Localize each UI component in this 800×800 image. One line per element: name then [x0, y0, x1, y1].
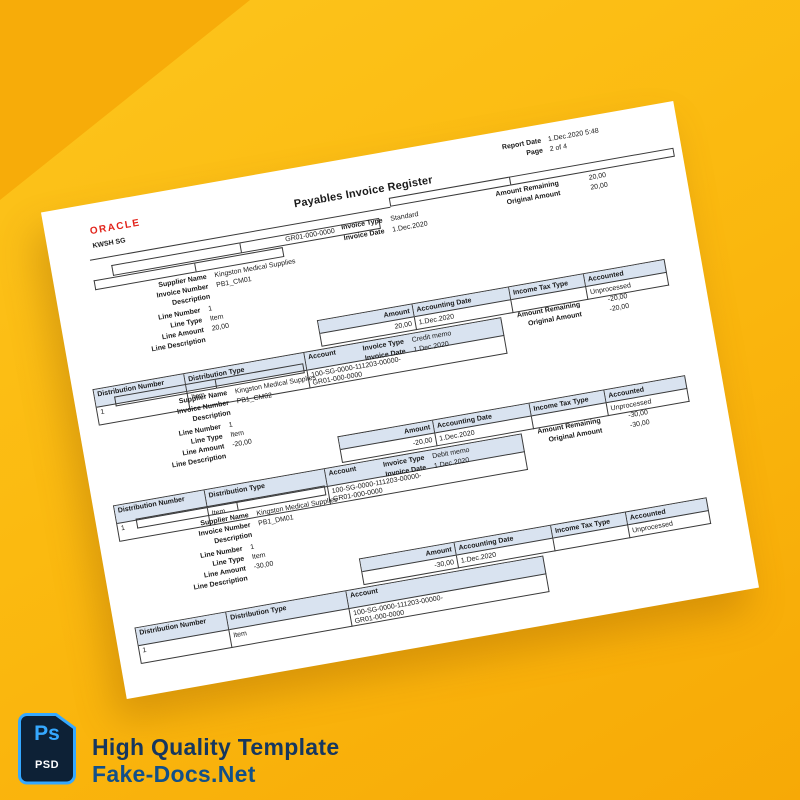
line-amount-value: -30,00 [253, 560, 275, 571]
line-amount-value: -20,00 [231, 438, 253, 449]
background-corner-triangle [0, 0, 250, 200]
caption-line1: High Quality Template [92, 734, 340, 760]
file-shape-icon [18, 713, 76, 785]
line-amount-value: 20,00 [211, 322, 230, 333]
description-value [259, 529, 261, 538]
line-number-value: 1 [228, 421, 234, 430]
caption-line2: Fake-Docs.Net [92, 761, 256, 787]
caption: High Quality Template Fake-Docs.Net [92, 734, 339, 788]
line-number-value: 1 [207, 305, 213, 313]
invoice-block: Supplier Name Kingston Medical Supplies … [56, 188, 688, 426]
line-description-value [233, 451, 235, 460]
description-value [238, 407, 240, 416]
description-value [217, 291, 219, 300]
line-description-value [255, 573, 257, 582]
line-number-value: 1 [249, 543, 255, 552]
line-description-value [213, 335, 215, 344]
report-date-value: 1.Dec.2020 5:48 [547, 127, 600, 144]
psd-label: PSD [34, 759, 60, 771]
invoice-register-page: Report Date 1.Dec.2020 5:48 Page 2 of 4 … [40, 101, 760, 699]
ps-glyph: Ps [34, 722, 60, 745]
photoshop-file-icon: Ps PSD [18, 713, 76, 785]
